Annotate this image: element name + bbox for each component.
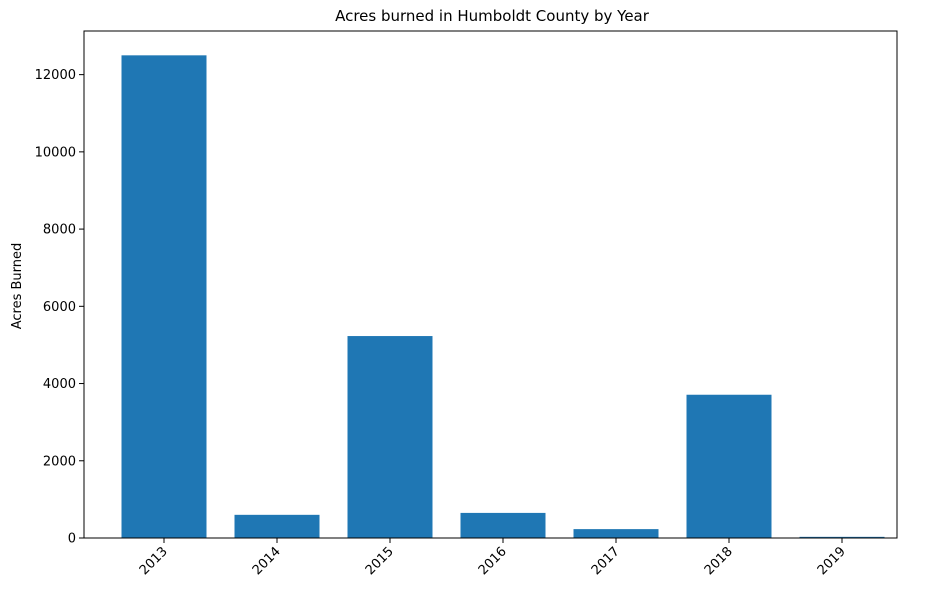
chart-title: Acres burned in Humboldt County by Year (335, 7, 650, 25)
x-tick-label-2013: 2013 (137, 544, 171, 578)
y-tick-label-12000: 12000 (35, 68, 76, 83)
plot-area: 0 2000 4000 6000 8000 10000 12000 2013 2014 2015 2… (35, 30, 898, 578)
y-tick-label-4000: 4000 (43, 377, 76, 392)
x-tick-label-2017: 2017 (589, 544, 623, 578)
y-tick-label-10000: 10000 (35, 145, 76, 160)
x-tick-label-2018: 2018 (702, 544, 736, 578)
bar-2017 (573, 529, 659, 538)
x-tick-label-2019: 2019 (815, 544, 849, 578)
bar-2013 (121, 55, 207, 538)
y-tick-label-0: 0 (68, 532, 76, 547)
plot-frame (83, 30, 898, 539)
bar-2018 (686, 394, 772, 538)
bar-2015 (347, 336, 433, 538)
x-tick-label-2016: 2016 (476, 544, 510, 578)
bar-2019 (799, 536, 885, 538)
y-axis-label: Acres Burned (10, 243, 25, 330)
x-tick-label-2014: 2014 (250, 544, 284, 578)
bar-2016 (460, 512, 546, 538)
y-tick-label-6000: 6000 (43, 300, 76, 315)
x-tick-label-2015: 2015 (363, 544, 397, 578)
bar-2014 (234, 514, 320, 538)
y-tick-label-2000: 2000 (43, 454, 76, 469)
y-tick-label-8000: 8000 (43, 223, 76, 238)
